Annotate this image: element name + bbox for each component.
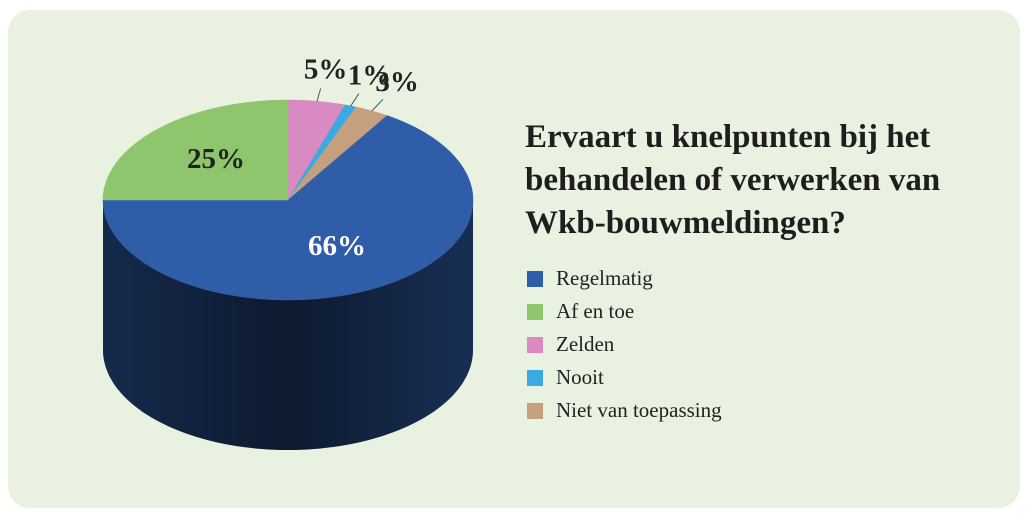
pie-slice [102, 115, 474, 301]
legend-label: Niet van toepassing [556, 398, 722, 422]
data-label: 3% [375, 66, 419, 98]
legend-swatch [527, 337, 543, 353]
legend-swatch [527, 271, 543, 287]
legend-label: Zelden [556, 332, 615, 356]
legend-swatch [527, 403, 543, 419]
leader-line [350, 93, 360, 107]
legend-swatch [527, 370, 543, 386]
data-label: 1% [348, 59, 392, 91]
pie-side-shade [103, 200, 473, 450]
pie-slice [102, 99, 289, 201]
pie: 5% 1%3% 66% 25% [102, 53, 474, 450]
legend-swatch [527, 304, 543, 320]
legend-label: Nooit [556, 365, 604, 389]
chart-title: Ervaart u knelpunten bij het behandelen … [525, 119, 941, 241]
data-label: 25% [187, 143, 245, 175]
data-label: 5% [304, 53, 348, 85]
legend: Regelmatig Af en toe Zelden Nooit Niet van t… [527, 266, 722, 422]
pie-slice [287, 99, 346, 201]
leader-line [316, 88, 322, 102]
legend-label: Af en toe [556, 299, 634, 323]
data-label: 66% [308, 230, 366, 262]
legend-label: Regelmatig [556, 266, 653, 290]
leader-line [371, 98, 384, 112]
